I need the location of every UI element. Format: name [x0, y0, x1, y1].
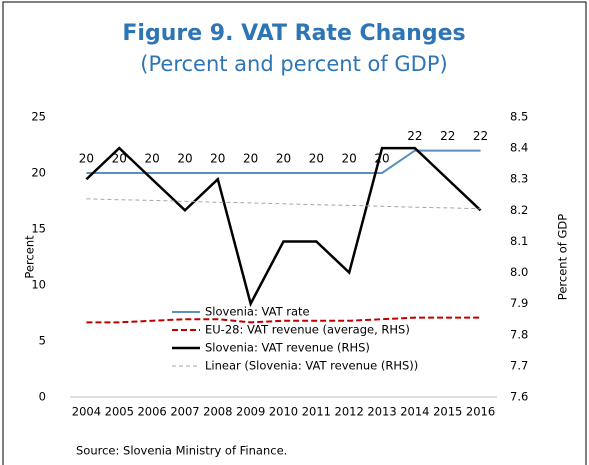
data-label: 20 [342, 152, 357, 166]
y-tick-label: 0 [39, 390, 46, 404]
data-label: 20 [112, 152, 127, 166]
y2-tick-label: 7.9 [510, 296, 528, 310]
x-tick-label: 2012 [335, 405, 364, 419]
y2-tick-label: 7.7 [510, 358, 528, 372]
legend-label: Slovenia: VAT rate [205, 305, 310, 319]
data-label: 20 [374, 152, 389, 166]
series-line [86, 198, 481, 210]
y-tick-label: 20 [31, 166, 46, 180]
series-line [85, 146, 482, 308]
y-tick-label: 5 [39, 334, 46, 348]
y2-tick-label: 8.4 [510, 141, 528, 155]
y2-tick-label: 8.5 [510, 110, 528, 124]
data-label: 20 [144, 152, 159, 166]
x-tick-label: 2014 [400, 405, 429, 419]
data-label: 22 [473, 129, 488, 143]
x-tick-label: 2013 [367, 405, 396, 419]
x-tick-label: 2007 [170, 405, 199, 419]
series-line [86, 316, 481, 324]
series-line [86, 149, 481, 174]
y-tick-label: 15 [31, 222, 46, 236]
source-note: Source: Slovenia Ministry of Finance. [76, 444, 287, 458]
chart-subtitle: (Percent and percent of GDP) [140, 52, 447, 76]
data-label: 20 [276, 152, 291, 166]
data-label: 20 [79, 152, 94, 166]
data-label: 20 [309, 152, 324, 166]
x-tick-label: 2016 [466, 405, 495, 419]
x-tick-label: 2008 [203, 405, 232, 419]
legend-label: EU-28: VAT revenue (average, RHS) [205, 323, 410, 337]
legend-label: Slovenia: VAT revenue (RHS) [205, 341, 370, 355]
x-tick-label: 2006 [137, 405, 166, 419]
x-tick-label: 2004 [72, 405, 101, 419]
chart-title: Figure 9. VAT Rate Changes [122, 21, 465, 46]
x-tick-label: 2005 [105, 405, 134, 419]
data-label: 20 [210, 152, 225, 166]
y2-tick-label: 7.8 [510, 327, 528, 341]
y2-tick-label: 7.6 [510, 390, 528, 404]
data-label: 22 [440, 129, 455, 143]
y2-tick-label: 8.3 [510, 172, 528, 186]
y-axis-label: Percent [23, 235, 37, 279]
y-tick-label: 10 [31, 278, 46, 292]
x-tick-label: 2015 [433, 405, 462, 419]
x-tick-label: 2009 [236, 405, 265, 419]
x-tick-label: 2010 [269, 405, 298, 419]
y2-tick-label: 8.2 [510, 203, 528, 217]
y2-tick-label: 8.1 [510, 234, 528, 248]
data-label: 20 [177, 152, 192, 166]
data-label: 20 [243, 152, 258, 166]
y2-axis-label: Percent of GDP [556, 214, 570, 300]
legend-label: Linear (Slovenia: VAT revenue (RHS)) [205, 359, 418, 373]
y2-tick-label: 8.0 [510, 265, 528, 279]
data-label: 22 [407, 129, 422, 143]
y-tick-label: 25 [31, 110, 46, 124]
x-tick-label: 2011 [302, 405, 331, 419]
